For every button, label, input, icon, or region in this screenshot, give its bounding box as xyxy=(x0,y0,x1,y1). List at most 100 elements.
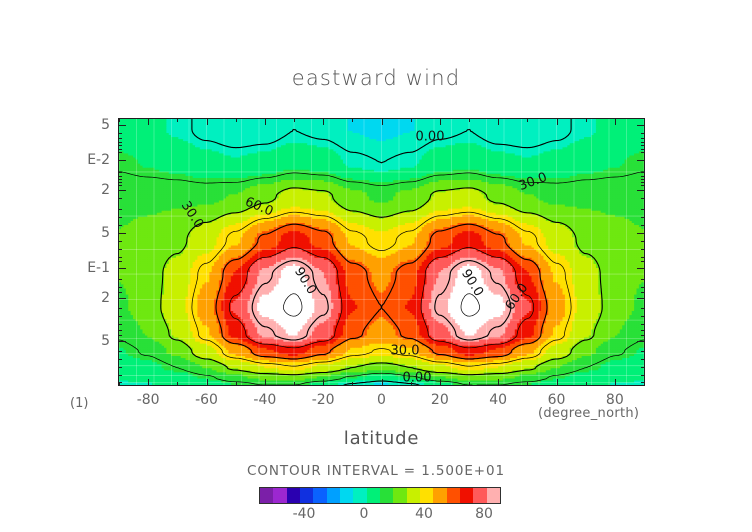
y-tick-label-6: 5 xyxy=(58,333,110,349)
x-tick-label-7: 60 xyxy=(548,392,566,408)
tick-mark xyxy=(118,241,122,242)
contour-label-8: 0.00 xyxy=(401,371,434,386)
color-swatch-7 xyxy=(353,488,366,503)
tick-mark xyxy=(352,118,353,122)
tick-mark xyxy=(382,382,383,386)
tick-mark xyxy=(118,351,122,352)
color-swatch-14 xyxy=(447,488,460,503)
tick-mark xyxy=(637,341,645,342)
tick-mark xyxy=(118,375,122,376)
tick-mark xyxy=(323,118,324,122)
tick-mark xyxy=(118,335,122,336)
color-swatch-8 xyxy=(367,488,380,503)
x-tick-label-0: -80 xyxy=(137,392,160,408)
tick-mark xyxy=(440,382,441,386)
tick-mark xyxy=(557,382,558,386)
tick-mark xyxy=(118,225,122,226)
y-axis-units: (1) xyxy=(70,396,88,411)
tick-mark xyxy=(118,298,126,299)
tick-mark xyxy=(641,133,645,134)
tick-mark xyxy=(637,125,645,126)
tick-mark xyxy=(641,209,645,210)
color-swatch-6 xyxy=(340,488,353,503)
color-swatch-2 xyxy=(287,488,300,503)
color-swatch-0 xyxy=(260,488,273,503)
color-swatch-5 xyxy=(327,488,340,503)
tick-mark xyxy=(236,382,237,386)
tick-mark xyxy=(637,233,645,234)
tick-mark xyxy=(118,261,122,262)
tick-mark xyxy=(527,118,528,122)
plot-area xyxy=(118,118,645,386)
tick-mark xyxy=(177,118,178,122)
color-scale-bar xyxy=(259,487,501,504)
tick-mark xyxy=(118,133,122,134)
tick-mark xyxy=(641,176,645,177)
tick-mark xyxy=(118,160,126,161)
tick-mark xyxy=(118,209,122,210)
tick-mark xyxy=(615,382,616,386)
tick-mark xyxy=(118,217,122,218)
tick-mark xyxy=(118,125,126,126)
tick-mark xyxy=(641,241,645,242)
tick-mark xyxy=(641,279,645,280)
tick-mark xyxy=(641,138,645,139)
tick-mark xyxy=(411,118,412,122)
tick-mark xyxy=(118,179,122,180)
tick-mark xyxy=(118,257,122,258)
tick-mark xyxy=(641,261,645,262)
tick-mark xyxy=(641,308,645,309)
tick-mark xyxy=(641,367,645,368)
tick-mark xyxy=(586,118,587,122)
color-swatch-13 xyxy=(433,488,446,503)
tick-mark xyxy=(118,324,122,325)
y-tick-label-5: 2 xyxy=(58,290,110,306)
tick-mark xyxy=(118,279,122,280)
tick-mark xyxy=(118,190,126,191)
tick-mark xyxy=(148,382,149,386)
tick-mark xyxy=(641,287,645,288)
contour-interval-caption: CONTOUR INTERVAL = 1.500E+01 xyxy=(0,463,752,479)
tick-mark xyxy=(498,118,499,122)
contour-label-7: 30.0 xyxy=(389,344,422,359)
tick-mark xyxy=(641,330,645,331)
tick-mark xyxy=(641,198,645,199)
tick-mark xyxy=(118,341,126,342)
tick-mark xyxy=(641,351,645,352)
x-tick-label-8: 80 xyxy=(606,392,624,408)
x-tick-label-5: 20 xyxy=(431,392,449,408)
tick-mark xyxy=(118,359,122,360)
x-tick-label-1: -60 xyxy=(195,392,218,408)
tick-mark xyxy=(265,118,266,122)
tick-mark xyxy=(118,268,126,269)
tick-mark xyxy=(118,233,126,234)
tick-mark xyxy=(641,182,645,183)
tick-mark xyxy=(641,257,645,258)
x-axis-units: (degree_north) xyxy=(538,406,639,421)
tick-mark xyxy=(637,298,645,299)
color-swatch-17 xyxy=(487,488,500,503)
tick-mark xyxy=(118,367,122,368)
tick-mark xyxy=(641,179,645,180)
tick-mark xyxy=(557,118,558,122)
tick-mark xyxy=(236,118,237,122)
tick-mark xyxy=(641,292,645,293)
tick-mark xyxy=(118,142,122,143)
x-tick-label-6: 40 xyxy=(489,392,507,408)
tick-mark xyxy=(207,382,208,386)
tick-mark xyxy=(118,198,122,199)
tick-mark xyxy=(352,382,353,386)
tick-mark xyxy=(641,335,645,336)
tick-mark xyxy=(207,118,208,122)
tick-mark xyxy=(641,152,645,153)
tick-mark xyxy=(641,249,645,250)
tick-mark xyxy=(615,118,616,122)
tick-mark xyxy=(177,382,178,386)
tick-mark xyxy=(118,249,122,250)
tick-mark xyxy=(637,268,645,269)
tick-mark xyxy=(498,382,499,386)
tick-mark xyxy=(637,190,645,191)
color-swatch-9 xyxy=(380,488,393,503)
tick-mark xyxy=(641,375,645,376)
colorbar-tick-label-2: 40 xyxy=(415,506,433,522)
